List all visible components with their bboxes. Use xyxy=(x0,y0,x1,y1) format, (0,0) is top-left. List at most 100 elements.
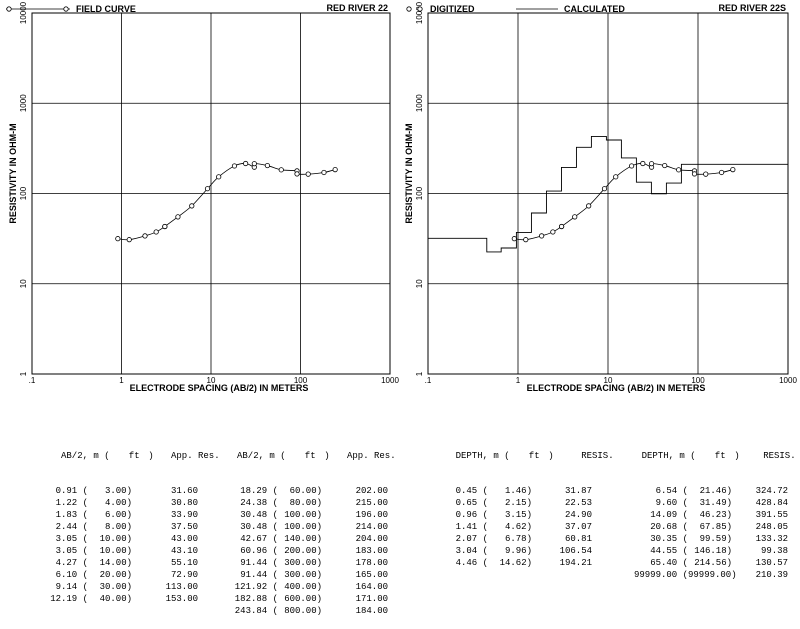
calculated-curve-line xyxy=(514,163,733,241)
table-cell: 2.44 ( xyxy=(55,522,88,532)
table-row: 99999.00 (99999.00) 210.39 xyxy=(426,569,796,581)
x-axis-title: ELECTRODE SPACING (AB/2) IN METERS xyxy=(527,383,706,393)
table-cell: 202.00 xyxy=(355,486,388,496)
digitized-data-point xyxy=(523,237,529,243)
table-cell: 210.39 xyxy=(755,570,788,580)
table-cell: 37.07 xyxy=(564,522,592,532)
table-cell: 30.48 ( xyxy=(240,510,278,520)
table-row: 6.10 (20.00) 72.90 91.44 (300.00) 165.00 xyxy=(26,569,396,581)
y-axis-title: RESISTIVITY IN OHM-M xyxy=(404,123,414,223)
x-tick-label: .1 xyxy=(29,376,36,385)
table-cell: 1.22 ( xyxy=(55,498,88,508)
digitized-data-point xyxy=(662,162,668,169)
y-tick-label: 1 xyxy=(415,371,424,376)
table-cell: 1.83 ( xyxy=(55,510,88,520)
table-row: 3.04 (9.96) 106.54 44.55 (146.18) 99.38 xyxy=(426,545,796,557)
table-cell: 800.00) xyxy=(284,606,322,616)
table-cell: 215.00 xyxy=(355,498,388,508)
y-tick-label: 10 xyxy=(19,279,28,288)
digitized-data-point xyxy=(703,171,709,177)
col-header: AB/2, m ( xyxy=(237,451,286,461)
legend-label: CALCULATED xyxy=(564,4,625,14)
digitized-data-point xyxy=(586,203,592,209)
table-cell: 80.00) xyxy=(289,498,322,508)
digitized-data-point xyxy=(730,167,736,173)
digitized-data-point xyxy=(558,223,565,230)
y-tick-label: 1000 xyxy=(415,94,424,112)
table-cell: 428.84 xyxy=(755,498,788,508)
table-cell: 6.54 ( xyxy=(655,486,688,496)
table-cell: 55.10 xyxy=(170,558,198,568)
table-cell: 121.92 ( xyxy=(234,582,278,592)
col-header: ) xyxy=(548,451,554,461)
col-header: RESIS. xyxy=(763,451,796,461)
legend-marker xyxy=(417,6,423,12)
legend-label: FIELD CURVE xyxy=(76,4,136,14)
site-label: RED RIVER 22S xyxy=(718,3,786,13)
table-cell: 24.90 xyxy=(564,510,592,520)
col-header: App. Res. xyxy=(347,451,396,461)
table-cell: 178.00 xyxy=(355,558,388,568)
table-row: 0.45 (1.46) 31.87 6.54 (21.46) 324.72 xyxy=(426,485,796,497)
table-cell: 214.56) xyxy=(694,558,732,568)
table-cell: 33.90 xyxy=(170,510,198,520)
table-cell: 200.00) xyxy=(284,546,322,556)
layer-model-table: DEPTH, m (ft) RESIS. DEPTH, m (ft) RESIS. 0… xyxy=(426,414,796,593)
table-row: 0.65 (2.15) 22.53 9.60 (31.49) 428.84 xyxy=(426,497,796,509)
field-curve-line xyxy=(117,163,336,241)
table-cell: 43.00 xyxy=(170,534,198,544)
table-cell: 10.00) xyxy=(99,534,132,544)
field-data-point xyxy=(142,233,148,239)
table-cell: 600.00) xyxy=(284,594,322,604)
table-cell: 0.91 ( xyxy=(55,486,88,496)
field-data-point xyxy=(305,171,311,177)
digitized-data-point xyxy=(601,186,608,192)
table-cell: 2.15) xyxy=(504,498,532,508)
digitized-data-point xyxy=(718,169,725,176)
table-cell: 30.80 xyxy=(170,498,198,508)
table-cell: 3.00) xyxy=(104,486,132,496)
table-cell: 106.54 xyxy=(559,546,592,556)
table-cell: 3.04 ( xyxy=(455,546,488,556)
table-cell: 14.09 ( xyxy=(650,510,688,520)
table-cell: 214.00 xyxy=(355,522,388,532)
table-cell: 8.00) xyxy=(104,522,132,532)
table-cell: 67.85) xyxy=(699,522,732,532)
table-row: 12.19 (40.00) 153.00 182.88 (600.00) 171.00 xyxy=(26,593,396,605)
table-cell: 30.35 ( xyxy=(650,534,688,544)
table-cell: 2.07 ( xyxy=(455,534,488,544)
table-cell: 22.53 xyxy=(564,498,592,508)
table-cell: 130.57 xyxy=(755,558,788,568)
table-cell: 37.50 xyxy=(170,522,198,532)
table-cell: 30.00) xyxy=(99,582,132,592)
field-data-point xyxy=(216,174,222,180)
y-tick-label: 100 xyxy=(415,186,424,200)
field-data-rows: 0.91 (3.00) 31.60 18.29 (60.00) 202.00 1.22 … xyxy=(26,485,396,617)
digitized-data-point xyxy=(648,161,655,167)
table-cell: 20.68 ( xyxy=(650,522,688,532)
table-cell: 204.00 xyxy=(355,534,388,544)
table-cell: 171.00 xyxy=(355,594,388,604)
field-data-point xyxy=(332,167,338,173)
table-cell: 184.00 xyxy=(355,606,388,616)
digitized-data-point xyxy=(550,229,556,235)
y-tick-label: 10 xyxy=(415,279,424,288)
legend-marker xyxy=(63,6,69,12)
table-cell: 153.00 xyxy=(165,594,198,604)
table-cell: 248.05 xyxy=(755,522,788,532)
field-data-point xyxy=(278,167,284,173)
field-data-point xyxy=(162,223,168,230)
table-cell: 6.10 ( xyxy=(55,570,88,580)
legend-label: DIGITIZED xyxy=(430,4,475,14)
field-data-table: AB/2, m (ft) App. Res. AB/2, m (ft) App. Re… xyxy=(26,414,396,629)
y-tick-label: 10000 xyxy=(415,1,424,24)
field-data-point xyxy=(231,163,238,169)
site-label: RED RIVER 22 xyxy=(326,3,388,13)
table-cell: 3.05 ( xyxy=(55,546,88,556)
table-cell: 140.00) xyxy=(284,534,322,544)
field-data-point xyxy=(204,186,211,192)
table-cell: 194.21 xyxy=(559,558,592,568)
table-cell: 4.27 ( xyxy=(55,558,88,568)
table-cell: 133.32 xyxy=(755,534,788,544)
